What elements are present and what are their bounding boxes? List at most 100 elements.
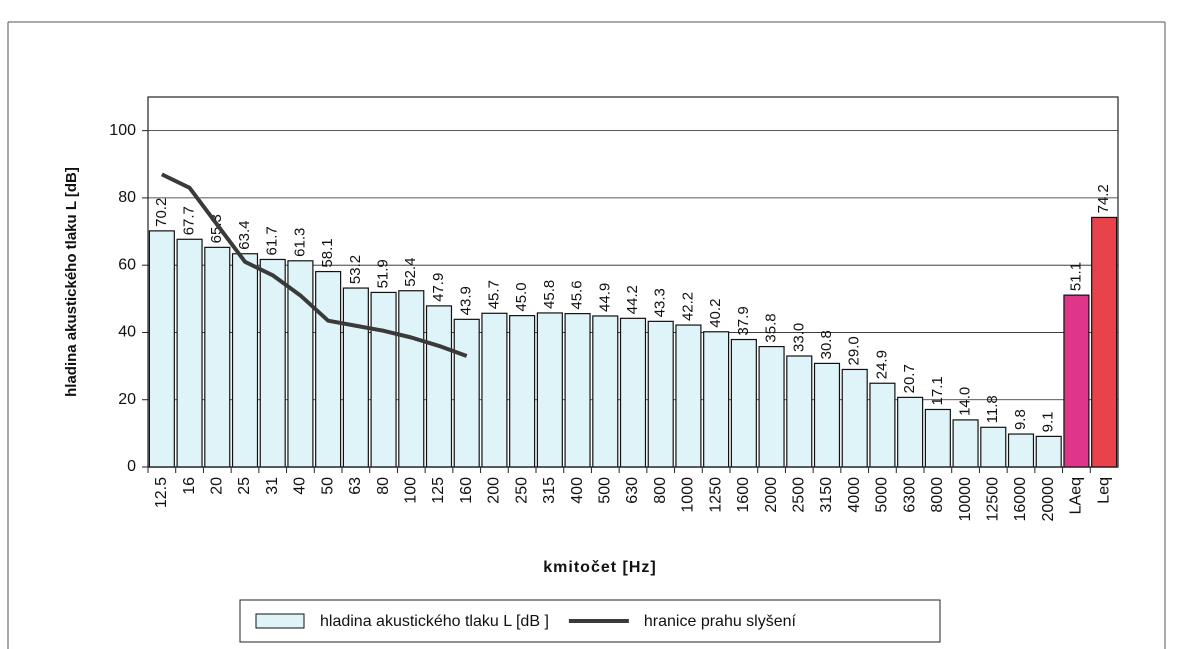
bar (619, 317, 647, 468)
data-label: 70.2 (153, 198, 170, 227)
x-tick-label: 2000 (763, 477, 780, 513)
bar (647, 320, 674, 468)
bar (176, 238, 203, 468)
legend-label: hladina akustického tlaku L [dB ] (320, 613, 549, 630)
data-label: 9.8 (1012, 409, 1029, 430)
data-label: 58.1 (319, 238, 336, 267)
bar (924, 408, 951, 468)
bar (425, 305, 453, 468)
data-label: 52.4 (402, 258, 419, 287)
data-label: 35.8 (763, 313, 780, 342)
data-label: 51.9 (375, 259, 392, 288)
bar (1035, 435, 1062, 468)
x-tick-label: 125 (430, 477, 447, 504)
x-tick-label: 500 (597, 477, 614, 504)
bar (287, 260, 314, 468)
data-label: 53.2 (347, 255, 364, 284)
x-tick-label: 5000 (874, 477, 891, 513)
data-label: 45.7 (485, 280, 502, 309)
bar (813, 362, 841, 468)
bar (730, 338, 757, 468)
bar (509, 315, 536, 468)
x-tick-label: 16000 (1012, 477, 1029, 522)
y-axis-label: hladina akustického tlaku L [dB] (63, 167, 80, 397)
legend-swatch (255, 613, 305, 629)
x-tick-label: 40 (292, 477, 309, 495)
bar (703, 331, 730, 468)
x-tick-label: 3150 (818, 477, 835, 513)
x-tick-label: 10000 (957, 477, 974, 522)
data-label: 61.7 (264, 226, 281, 255)
x-tick-label: 800 (652, 477, 669, 504)
x-tick-label: 200 (486, 477, 503, 504)
data-label: 45.8 (541, 280, 558, 309)
x-tick-label: 16 (181, 477, 198, 495)
x-tick-label: 12.5 (153, 477, 170, 508)
legend: hladina akustického tlaku L [dB ] hranice… (239, 599, 941, 643)
bar (869, 382, 896, 468)
bar (1007, 433, 1035, 468)
data-label: 47.9 (430, 273, 447, 302)
y-tick-label: 100 (109, 122, 136, 139)
data-label: 37.9 (735, 306, 752, 335)
data-label: 51.1 (1067, 262, 1084, 291)
bar (481, 312, 508, 468)
data-label: 17.1 (929, 376, 946, 405)
y-tick-label: 60 (118, 256, 136, 273)
x-tick-label: 80 (375, 477, 392, 495)
bar (453, 318, 480, 468)
x-tick-label: 4000 (846, 477, 863, 513)
x-tick-label: 6300 (901, 477, 918, 513)
x-tick-label: 100 (403, 477, 420, 504)
bar (952, 419, 979, 468)
x-tick-label: 250 (513, 477, 530, 504)
x-tick-label: 20 (209, 477, 226, 495)
data-label: 42.2 (679, 292, 696, 321)
bar (148, 230, 175, 468)
data-label: 63.4 (236, 221, 253, 250)
bar (786, 355, 813, 468)
data-label: 74.2 (1095, 184, 1112, 213)
data-label: 61.3 (291, 228, 308, 257)
data-label: 11.8 (984, 395, 1001, 423)
x-tick-label: 160 (458, 477, 475, 504)
data-label: 40.2 (707, 299, 724, 328)
data-label: 20.7 (901, 364, 918, 393)
x-tick-label: 31 (264, 477, 281, 495)
bar (536, 312, 563, 468)
x-tick-label: 1250 (707, 477, 724, 513)
x-tick-label: 63 (347, 477, 364, 495)
data-label: 30.8 (818, 330, 835, 359)
x-tick-label: 1600 (735, 477, 752, 513)
bar (897, 396, 924, 468)
x-tick-label: Leq (1095, 477, 1112, 504)
bar (1091, 216, 1118, 468)
bar (398, 290, 425, 468)
bar (370, 291, 397, 468)
x-tick-label: 630 (624, 477, 641, 504)
x-tick-label: 12500 (985, 477, 1002, 522)
x-tick-label: LAeq (1068, 477, 1085, 514)
x-tick-label: 8000 (929, 477, 946, 513)
bar (204, 246, 231, 468)
bar (675, 324, 702, 468)
bar (315, 270, 342, 468)
data-label: 67.7 (181, 206, 198, 235)
data-label: 44.2 (624, 285, 641, 314)
data-label: 9.1 (1040, 412, 1057, 433)
x-tick-label: 25 (236, 477, 253, 495)
x-tick-label: 2500 (791, 477, 808, 513)
line (160, 172, 468, 358)
y-tick-label: 40 (118, 324, 136, 341)
data-label: 43.9 (458, 286, 475, 315)
bar (231, 253, 259, 468)
bar (564, 313, 591, 468)
bar (342, 287, 369, 468)
bar (980, 426, 1007, 468)
x-tick-label: 1000 (680, 477, 697, 513)
bar (841, 368, 868, 468)
data-label: 45.6 (569, 280, 586, 309)
bar (592, 315, 619, 468)
data-label: 33.0 (790, 323, 807, 352)
